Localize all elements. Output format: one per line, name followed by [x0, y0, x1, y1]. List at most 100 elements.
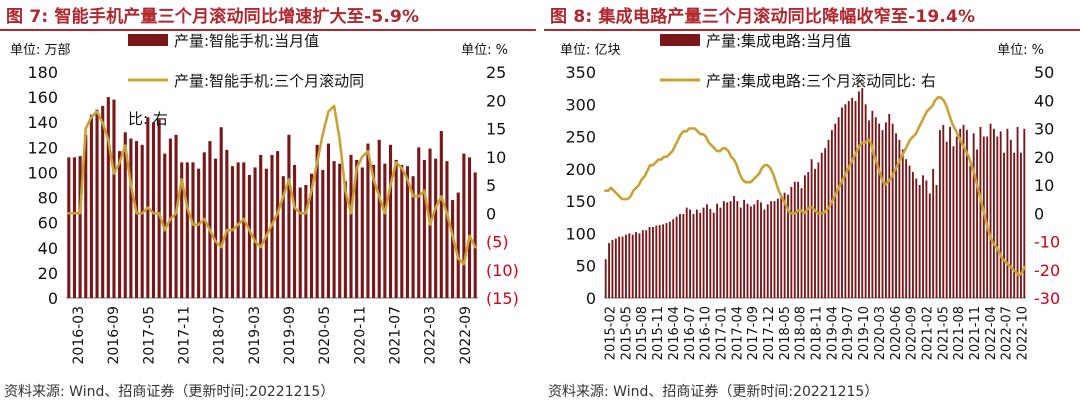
y2-tick-label: (15)	[486, 289, 519, 308]
y2-tick-label: 0	[1034, 204, 1044, 223]
bar	[293, 164, 297, 298]
bar	[793, 181, 796, 298]
x-tick-label: 2017-11	[176, 306, 192, 365]
bar	[377, 139, 381, 298]
bar	[662, 224, 665, 298]
legend-swatch-bar	[660, 34, 700, 46]
x-tick-label: 2022-07	[1000, 306, 1015, 360]
combo-chart: 单位: 万部 单位: %020406080100120140160180(15)(…	[10, 32, 519, 365]
bar	[868, 120, 870, 299]
bar	[1023, 128, 1026, 298]
bar	[89, 114, 93, 298]
bar	[993, 128, 995, 298]
bar	[803, 175, 806, 298]
bar	[648, 226, 651, 298]
line-series	[67, 104, 477, 266]
bar	[820, 152, 823, 298]
bar	[689, 209, 692, 298]
bar	[824, 148, 827, 298]
y2-tick-label: 0	[486, 204, 496, 223]
x-tick-label: 2020-09	[905, 306, 920, 360]
bar	[864, 104, 867, 298]
bar	[699, 212, 702, 298]
bar	[830, 130, 833, 298]
bar	[157, 119, 161, 299]
bar	[895, 133, 897, 298]
bar	[118, 151, 122, 298]
chart-panel-ic: 图 8: 集成电路产量三个月滚动同比降幅收窄至-19.4% 单位: 亿块 单位: …	[544, 0, 1080, 405]
bar	[658, 225, 661, 298]
bar	[140, 144, 144, 298]
x-tick-label: 2018-07	[212, 306, 228, 365]
y1-tick-label: 350	[565, 63, 596, 82]
x-tick-label: 2020-03	[873, 306, 888, 360]
bar	[729, 201, 732, 298]
bar	[645, 230, 648, 298]
bar	[881, 130, 884, 298]
bar	[197, 168, 201, 298]
bar	[844, 104, 847, 298]
bar	[604, 259, 607, 298]
x-tick-label: 2019-04	[825, 306, 840, 360]
bar	[918, 185, 921, 298]
bar	[163, 153, 167, 298]
legend-label-line: 产量:智能手机:三个月滚动同	[174, 72, 364, 90]
bar	[675, 216, 678, 298]
bar	[208, 141, 212, 298]
bar	[247, 174, 251, 298]
bar	[682, 214, 685, 298]
bar	[800, 188, 803, 298]
bar	[911, 172, 914, 298]
x-tick-label: 2018-05	[778, 306, 793, 360]
bar	[1006, 128, 1009, 298]
bar	[67, 157, 71, 298]
x-tick-label: 2022-04	[984, 306, 999, 360]
bar	[366, 143, 370, 298]
bar	[638, 233, 641, 298]
bar	[242, 162, 246, 298]
bar	[621, 236, 624, 298]
bar	[770, 201, 773, 298]
bar	[901, 149, 904, 298]
bar	[979, 126, 982, 298]
bar	[112, 99, 116, 299]
bar	[383, 163, 387, 298]
y1-tick-label: 100	[565, 224, 596, 243]
bar	[78, 156, 82, 298]
y1-tick-label: 160	[27, 88, 58, 107]
bar	[935, 185, 938, 298]
bar	[726, 202, 729, 298]
y1-tick-label: 200	[565, 160, 596, 179]
figure-title: 图 7: 智能手机产量三个月滚动同比增速扩大至-5.9%	[6, 7, 420, 27]
bar	[989, 123, 992, 298]
bar	[1013, 152, 1016, 298]
y1-tick-label: 150	[565, 192, 596, 211]
bar	[445, 161, 449, 298]
bar	[952, 146, 955, 298]
bar	[608, 243, 610, 298]
bar	[641, 230, 644, 298]
bar	[766, 204, 769, 298]
bar	[959, 128, 962, 298]
bar	[214, 158, 218, 298]
bar	[1020, 152, 1022, 298]
bar	[411, 176, 415, 298]
bar	[716, 203, 719, 298]
bar	[962, 124, 965, 298]
bar	[780, 195, 783, 298]
y1-tick-label: 300	[565, 95, 596, 114]
y2-tick-label: 25	[486, 63, 506, 82]
y1-tick-label: 100	[27, 163, 58, 182]
bar	[628, 233, 631, 298]
line-series	[604, 96, 1026, 277]
x-tick-label: 2015-08	[635, 306, 650, 360]
bar	[388, 144, 393, 298]
bar	[95, 109, 99, 298]
bar	[807, 172, 810, 298]
bar	[905, 159, 908, 298]
bar	[719, 207, 722, 298]
bar	[760, 202, 762, 298]
bar	[321, 169, 325, 298]
